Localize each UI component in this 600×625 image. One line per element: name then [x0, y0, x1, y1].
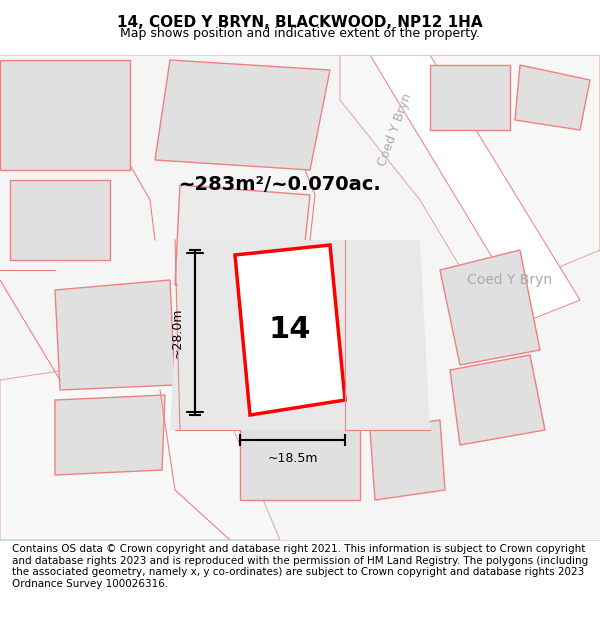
Polygon shape [0, 60, 130, 170]
Text: 14, COED Y BRYN, BLACKWOOD, NP12 1HA: 14, COED Y BRYN, BLACKWOOD, NP12 1HA [117, 16, 483, 31]
Polygon shape [10, 180, 110, 260]
Polygon shape [235, 245, 345, 415]
Text: Coed Y Bryn: Coed Y Bryn [376, 92, 414, 168]
Text: ~283m²/~0.070ac.: ~283m²/~0.070ac. [179, 176, 382, 194]
Polygon shape [430, 65, 510, 130]
Polygon shape [240, 420, 360, 500]
Polygon shape [0, 350, 280, 540]
Polygon shape [175, 185, 310, 290]
Text: 14: 14 [269, 316, 311, 344]
Polygon shape [170, 240, 430, 430]
Text: Contains OS data © Crown copyright and database right 2021. This information is : Contains OS data © Crown copyright and d… [12, 544, 588, 589]
Polygon shape [370, 420, 445, 500]
Polygon shape [55, 280, 175, 390]
Polygon shape [155, 60, 330, 170]
Polygon shape [440, 250, 540, 365]
Polygon shape [450, 355, 545, 445]
Text: Coed Y Bryn: Coed Y Bryn [467, 273, 553, 287]
Polygon shape [340, 55, 600, 300]
Polygon shape [515, 65, 590, 130]
Polygon shape [370, 55, 580, 320]
Text: ~28.0m: ~28.0m [170, 308, 184, 358]
Text: ~18.5m: ~18.5m [267, 451, 318, 464]
Polygon shape [55, 395, 165, 475]
Text: Map shows position and indicative extent of the property.: Map shows position and indicative extent… [120, 27, 480, 39]
